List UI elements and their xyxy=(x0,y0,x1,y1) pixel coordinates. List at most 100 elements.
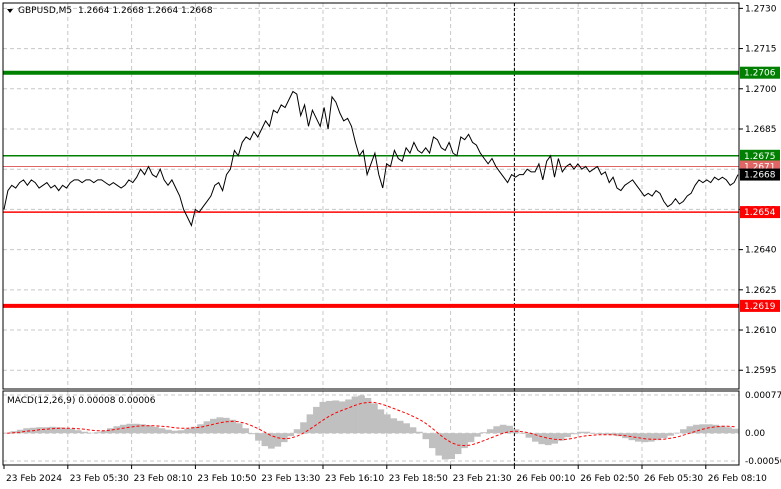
macd-histogram-bar xyxy=(152,426,159,434)
x-tick-label: 23 Feb 16:10 xyxy=(325,474,384,484)
y-tick-label: 1.2610 xyxy=(745,326,777,336)
macd-histogram-bar xyxy=(107,428,114,434)
macd-histogram-bar xyxy=(615,433,623,437)
dropdown-triangle-icon[interactable] xyxy=(7,9,13,13)
macd-histogram-bar xyxy=(731,428,739,434)
macd-histogram-bar xyxy=(184,428,192,434)
main-price-axis: 1.27301.27151.27001.26851.26701.26551.26… xyxy=(739,4,777,376)
macd-histogram-bar xyxy=(325,400,333,434)
level-label-box xyxy=(740,66,780,79)
macd-title: MACD(12,26,9) 0.00008 0.00006 xyxy=(7,396,156,406)
macd-histogram-bar xyxy=(203,421,211,434)
macd-histogram-bar xyxy=(634,433,642,442)
macd-histogram-bar xyxy=(74,430,82,434)
macd-histogram-bar xyxy=(383,414,391,434)
main-gridlines xyxy=(3,3,739,389)
x-tick-label: 23 Feb 13:30 xyxy=(261,474,320,484)
ohlc-header: 1.2664 1.2668 1.2664 1.2668 xyxy=(78,6,213,16)
macd-histogram-bar xyxy=(177,430,185,434)
macd-histogram-bar xyxy=(422,433,430,440)
level-label: 1.2675 xyxy=(744,152,776,162)
macd-histogram-bar xyxy=(158,428,166,434)
macd-histogram-bar xyxy=(454,433,462,455)
macd-histogram-bar xyxy=(686,426,694,434)
macd-histogram-bar xyxy=(396,420,404,434)
macd-histogram-bar xyxy=(461,433,468,449)
x-tick-label: 26 Feb 05:30 xyxy=(644,474,703,484)
macd-histogram-bar xyxy=(428,433,436,449)
macd-histogram-bar xyxy=(222,417,230,434)
x-tick-label: 26 Feb 02:50 xyxy=(580,474,639,484)
macd-histogram-bar xyxy=(474,433,481,437)
macd-histogram-bar xyxy=(36,427,43,434)
macd-histogram-bar xyxy=(16,429,24,434)
macd-histogram-bar xyxy=(712,424,719,434)
macd-histogram-bar xyxy=(680,429,687,434)
macd-histogram-bar xyxy=(306,414,314,434)
macd-histogram-bar xyxy=(403,423,410,434)
macd-histogram-bar xyxy=(390,418,398,434)
macd-histogram-bar xyxy=(718,425,726,434)
macd-histogram-bar xyxy=(87,432,95,434)
macd-histogram-bar xyxy=(68,428,76,434)
level-label-box xyxy=(740,299,780,312)
macd-histogram-bar xyxy=(647,433,655,442)
macd-histogram-bar xyxy=(358,395,365,434)
level-label: 1.2654 xyxy=(744,208,776,218)
macd-histogram-bar xyxy=(23,428,31,434)
macd-histogram-bar xyxy=(139,424,146,434)
macd-histogram-bar xyxy=(570,433,578,435)
macd-histogram-bar xyxy=(332,400,340,434)
y-tick-label: 1.2700 xyxy=(745,85,777,95)
macd-histogram-bar xyxy=(519,433,526,434)
macd-histogram-bar xyxy=(544,433,552,446)
y-tick-label: 1.2730 xyxy=(745,4,777,14)
macd-histogram-bar xyxy=(525,433,533,438)
macd-tick-label: -0.00056 xyxy=(745,457,781,467)
macd-histogram-bar xyxy=(416,431,423,434)
macd-histogram-bar xyxy=(596,433,604,435)
macd-histogram-bar xyxy=(377,409,385,434)
macd-histogram-bar xyxy=(81,431,88,434)
macd-tick-label: 0.00 xyxy=(745,429,765,439)
macd-histogram-bar xyxy=(261,433,269,447)
level-label-box xyxy=(740,168,780,181)
x-tick-label: 23 Feb 05:30 xyxy=(70,474,129,484)
level-label: 1.2671 xyxy=(744,163,776,173)
macd-histogram-bar xyxy=(493,426,501,434)
macd-histogram-bar xyxy=(248,433,256,435)
macd-histogram-bar xyxy=(660,433,668,439)
x-tick-label: 23 Feb 2024 xyxy=(6,474,62,484)
time-axis: 23 Feb 2024 23 Feb 05:30 23 Feb 08:10 23 Fe… xyxy=(3,465,767,484)
macd-histogram-bar xyxy=(49,426,56,434)
macd-histogram-bar xyxy=(364,397,372,434)
macd-histogram-bar xyxy=(673,432,681,434)
macd-histogram-bar xyxy=(255,433,262,441)
indicator-panel-frame xyxy=(2,390,740,466)
price-series xyxy=(3,90,739,227)
y-tick-label: 1.2625 xyxy=(745,286,777,296)
macd-histogram-bar xyxy=(499,424,507,434)
macd-histogram-bar xyxy=(705,424,713,434)
y-tick-label: 1.2715 xyxy=(745,45,777,55)
macd-histogram-bar xyxy=(280,433,288,443)
macd-histogram-bar xyxy=(293,429,301,434)
macd-histogram-bar xyxy=(538,433,546,445)
macd-histogram-bar xyxy=(94,432,101,434)
macd-histogram-bar xyxy=(602,433,610,435)
y-tick-label: 1.2640 xyxy=(745,246,777,256)
macd-histogram-bar xyxy=(589,433,597,434)
macd-histogram-bar xyxy=(319,401,327,434)
x-tick-label: 23 Feb 21:30 xyxy=(453,474,512,484)
macd-histogram-bar xyxy=(287,433,295,437)
macd-histogram-bar xyxy=(126,423,134,434)
macd-histogram-bar xyxy=(441,433,449,460)
macd-histogram-bar xyxy=(467,433,475,443)
macd-histogram-bar xyxy=(171,430,179,434)
macd-histogram-bar xyxy=(506,425,513,434)
macd-histogram-bar xyxy=(42,427,50,434)
macd-histogram-bar xyxy=(267,433,275,449)
y-tick-label: 1.2595 xyxy=(745,366,777,376)
